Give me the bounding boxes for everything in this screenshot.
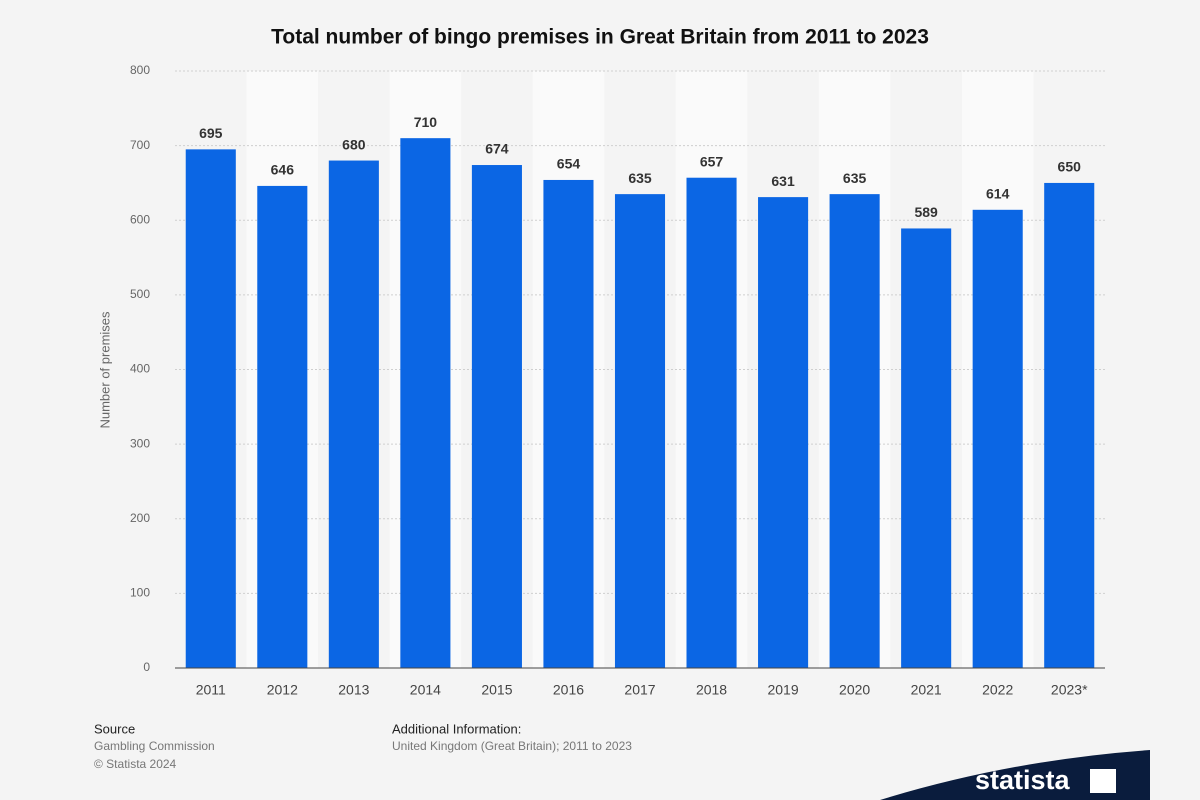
value-label: 646 [271,162,295,178]
x-tick-label: 2016 [553,682,584,698]
x-tick-label: 2017 [624,682,655,698]
y-tick-label: 600 [130,212,150,226]
value-label: 589 [914,204,938,220]
value-label: 710 [414,114,438,130]
bar [257,185,308,669]
value-label: 654 [557,156,581,172]
x-tick-label: 2015 [481,682,512,698]
bar [686,177,737,668]
bar [185,149,236,668]
y-tick-label: 400 [130,362,150,376]
x-tick-label: 2022 [982,682,1013,698]
bar [829,194,880,668]
value-label: 695 [199,125,223,141]
x-tick-label: 2011 [196,682,226,698]
x-tick-label: 2018 [696,682,727,698]
x-tick-label: 2020 [839,682,870,698]
source-heading: Source [94,721,135,736]
bar [614,194,666,668]
y-tick-label: 200 [130,511,150,525]
bar [543,179,594,668]
value-label: 650 [1058,159,1082,175]
bar [471,165,522,668]
value-label: 680 [342,136,366,152]
value-label: 614 [986,186,1010,202]
source: Gambling Commission [94,739,215,753]
value-label: 674 [485,141,509,157]
y-tick-label: 0 [143,660,150,674]
y-tick-label: 300 [130,436,150,450]
value-label: 635 [628,170,652,186]
y-tick-label: 700 [130,138,150,152]
bar [400,138,451,669]
x-tick-label: 2013 [338,682,369,698]
x-tick-label: 2012 [267,682,298,698]
y-axis-label: Number of premises [97,311,112,429]
bar [901,228,952,669]
plot: 0 100 200 300 400 500 600 700 800 2011 695 2012 646 2… [130,63,1105,698]
y-tick-label: 100 [130,586,150,600]
value-label: 657 [700,153,724,169]
bar [758,197,809,668]
bar [972,209,1023,669]
chart-title: Total number of bingo premises in Great … [271,26,929,49]
info-heading: Additional Information: [392,721,521,736]
logo-icon [1090,769,1116,793]
y-tick-label: 500 [130,287,150,301]
x-tick-label: 2019 [767,682,798,698]
logo: statista [975,765,1071,795]
x-tick-label: 2023* [1051,682,1088,698]
bar [328,160,379,669]
info: United Kingdom (Great Britain); 2011 to … [392,739,632,753]
x-tick-label: 2014 [410,682,441,698]
value-label: 635 [843,170,867,186]
x-tick-label: 2021 [911,682,942,698]
logo-shape [880,750,1150,800]
value-label: 631 [771,173,795,189]
y-tick-label: 800 [130,63,150,77]
copyright: © Statista 2024 [94,757,177,771]
bar [1044,182,1095,668]
